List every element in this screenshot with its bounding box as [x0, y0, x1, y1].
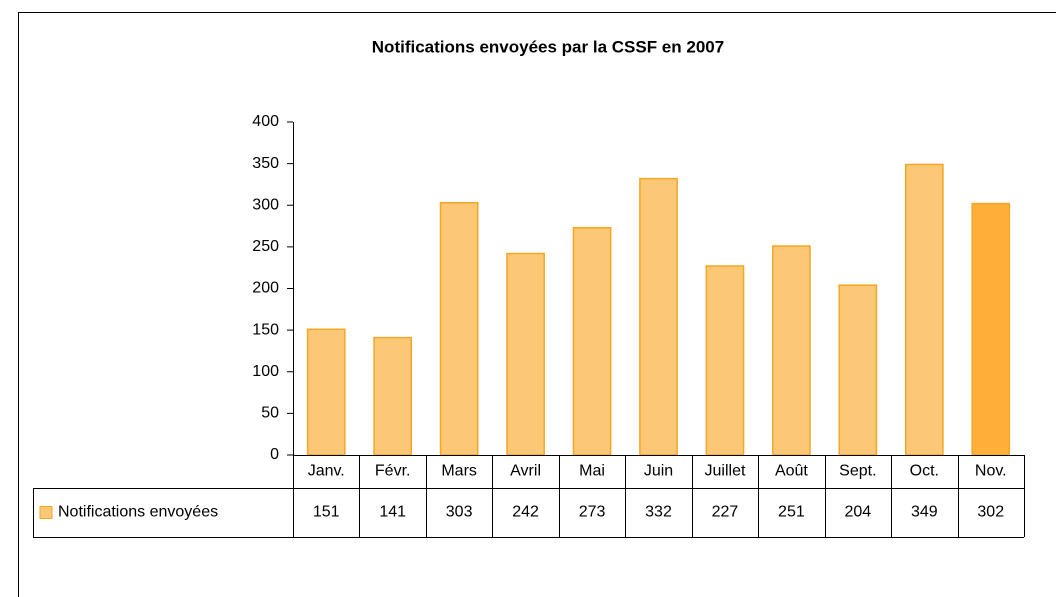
- table-value: 251: [778, 504, 805, 521]
- y-tick-label: 300: [252, 196, 279, 213]
- y-tick-label: 150: [252, 321, 279, 338]
- bar: [306, 328, 346, 456]
- table-value: 242: [512, 504, 539, 521]
- y-tick-label: 250: [252, 238, 279, 255]
- legend-swatch: [39, 506, 53, 519]
- x-tick-label: Juin: [644, 463, 673, 480]
- y-tick-label: 200: [252, 280, 279, 297]
- legend-label: Notifications envoyées: [58, 504, 218, 521]
- y-tick-label: 400: [252, 113, 279, 130]
- bar: [572, 226, 612, 456]
- x-tick-label: Sept.: [839, 463, 876, 480]
- y-tick-label: 100: [252, 363, 279, 380]
- bar: [639, 177, 678, 456]
- y-tick-label: 350: [252, 155, 279, 172]
- x-tick-label: Avril: [510, 463, 541, 480]
- y-tick-label: 0: [270, 446, 279, 463]
- x-tick-label: Mars: [441, 463, 477, 480]
- chart-title: Notifications envoyées par la CSSF en 20…: [372, 37, 724, 56]
- table-value: 332: [645, 504, 672, 521]
- bar: [971, 202, 1011, 456]
- table-value: 273: [579, 504, 606, 521]
- x-tick-label: Janv.: [308, 463, 345, 480]
- x-tick-label: Févr.: [375, 463, 411, 480]
- bar: [705, 265, 745, 456]
- table-value: 303: [446, 504, 473, 521]
- table-value: 349: [911, 504, 938, 521]
- table-value: 302: [977, 504, 1004, 521]
- table-value: 141: [379, 504, 406, 521]
- x-tick-label: Juillet: [705, 463, 746, 480]
- y-tick-label: 50: [261, 405, 279, 422]
- x-tick-label: Oct.: [910, 463, 939, 480]
- x-tick-label: Août: [775, 463, 808, 480]
- bar: [373, 336, 413, 456]
- bar: [838, 284, 878, 456]
- x-tick-label: Mai: [579, 463, 605, 480]
- bar: [904, 163, 944, 456]
- bar: [439, 202, 479, 456]
- table-value: 204: [845, 504, 872, 521]
- table-value: 151: [313, 504, 340, 521]
- bar: [506, 252, 545, 456]
- table-value: 227: [712, 504, 739, 521]
- x-tick-label: Nov.: [975, 463, 1007, 480]
- bar: [772, 245, 811, 456]
